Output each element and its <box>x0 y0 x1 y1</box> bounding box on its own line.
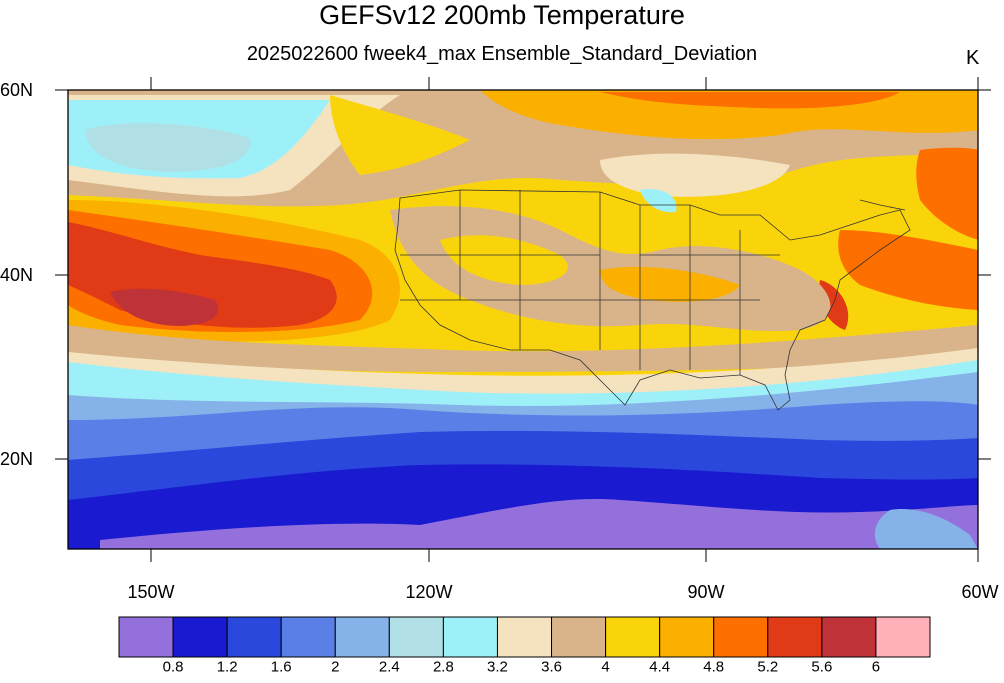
colorbar-swatch <box>767 616 823 658</box>
contour-band <box>85 123 251 172</box>
colorbar-tick-label: 6 <box>871 658 881 676</box>
colorbar-tick-label: 4.4 <box>649 658 671 676</box>
contour-band <box>600 153 790 197</box>
colorbar-swatch <box>551 616 607 658</box>
map-subtitle: 2025022600 fweek4_max Ensemble_Standard_… <box>246 43 758 65</box>
lat-label-20n: 20N <box>0 449 34 469</box>
axis-ticks <box>55 77 991 562</box>
colorbar-swatch <box>821 616 877 658</box>
contour-band <box>100 499 978 549</box>
contour-band <box>819 280 849 330</box>
colorbar-swatch <box>334 616 390 658</box>
colorbar-swatch <box>605 616 661 658</box>
colorbar-swatch <box>118 616 174 658</box>
map-title: GEFSv12 200mb Temperature <box>319 0 685 30</box>
colorbar <box>118 616 931 658</box>
colorbar-tick-label: 2.4 <box>378 658 400 676</box>
colorbar-swatch <box>496 616 553 658</box>
contour-field <box>68 90 978 549</box>
colorbar-tick-label: 1.6 <box>270 658 292 676</box>
colorbar-swatch <box>442 616 498 658</box>
colorbar-tick-label: 5.6 <box>811 658 833 676</box>
colorbar-swatch <box>388 616 444 658</box>
lon-label-150w: 150W <box>127 582 175 602</box>
colorbar-tick-label: 4.8 <box>703 658 725 676</box>
colorbar-swatch <box>280 616 336 658</box>
colorbar-swatch <box>659 616 715 658</box>
colorbar-swatch <box>226 616 282 658</box>
contour-band <box>838 230 978 310</box>
lon-label-90w: 90W <box>687 582 725 602</box>
colorbar-swatch <box>875 616 931 658</box>
contour-band <box>330 95 470 175</box>
us-outline <box>394 189 911 411</box>
colorbar-tick-label: 4 <box>601 658 610 676</box>
colorbar-tick-label: 1.2 <box>216 658 238 676</box>
colorbar-tick-label: 2.8 <box>432 658 454 676</box>
contour-band <box>916 147 978 240</box>
canada-border <box>859 199 906 211</box>
colorbar-tick-label: 5.2 <box>757 658 779 676</box>
colorbar-tick-label: 3.2 <box>487 658 508 676</box>
contour-band <box>600 92 900 109</box>
map-frame <box>67 89 979 550</box>
contour-band <box>874 509 978 549</box>
contour-band <box>440 235 568 285</box>
colorbar-tick-label: 3.6 <box>541 658 562 676</box>
units-label: K <box>966 47 980 69</box>
borders <box>394 189 911 411</box>
contour-band <box>68 325 978 372</box>
contour-band <box>640 189 677 213</box>
lat-label-60n: 60N <box>0 80 34 100</box>
colorbar-tick-label: 2 <box>331 658 340 676</box>
state-border <box>400 190 780 375</box>
colorbar-tick-label: 0.8 <box>162 658 184 676</box>
lon-label-120w: 120W <box>405 582 453 602</box>
contour-band <box>600 266 740 302</box>
lon-label-60w: 60W <box>961 582 999 602</box>
colorbar-swatch <box>172 616 228 658</box>
colorbar-swatch <box>713 616 769 658</box>
lat-label-40n: 40N <box>0 265 34 285</box>
contour-band <box>110 288 219 326</box>
